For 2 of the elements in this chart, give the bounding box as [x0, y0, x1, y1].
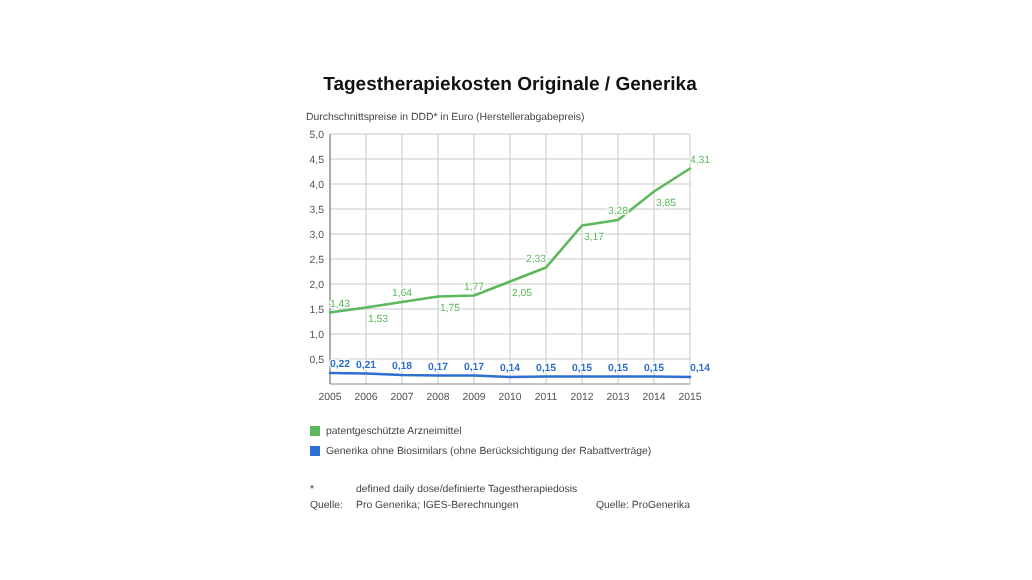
chart-title: Tagestherapiekosten Originale / Generika	[323, 74, 699, 96]
line-series	[328, 167, 692, 314]
